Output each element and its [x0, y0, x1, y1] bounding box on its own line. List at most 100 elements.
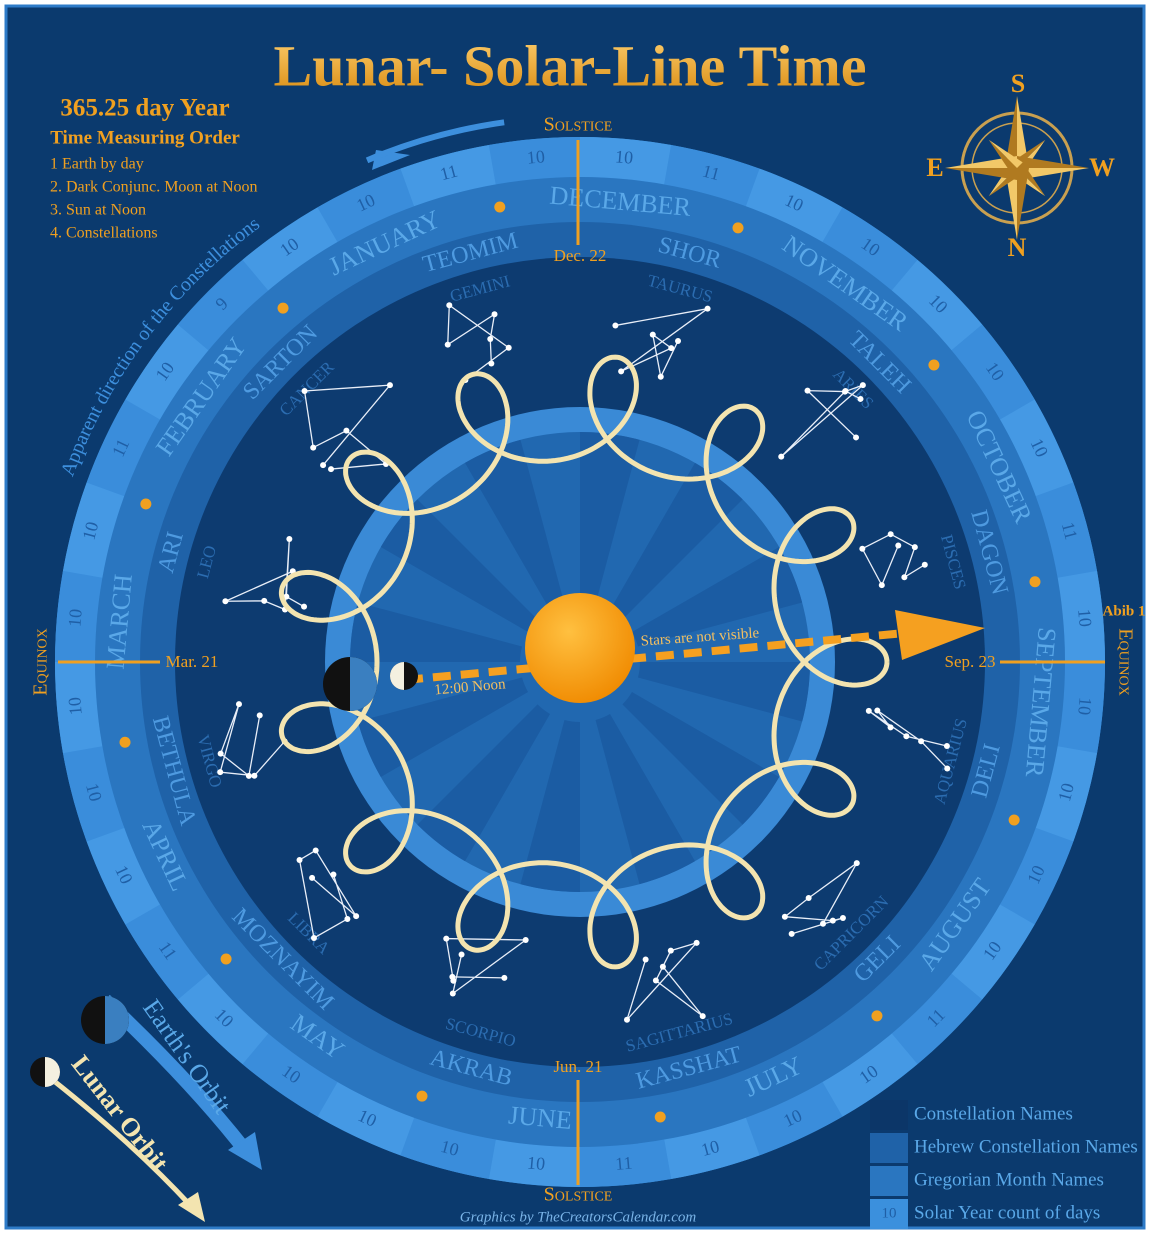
- equinox-label: Equinox: [30, 628, 52, 695]
- star: [789, 931, 795, 937]
- month-dot: [1009, 815, 1020, 826]
- star: [643, 957, 649, 963]
- legend-label: Hebrew Constellation Names: [914, 1136, 1138, 1157]
- star: [506, 345, 512, 351]
- star: [700, 1013, 706, 1019]
- order-item: 4. Constellations: [50, 225, 158, 242]
- title: Lunar- Solar-Line Time: [274, 33, 867, 98]
- star: [853, 434, 859, 440]
- month-dot: [221, 953, 232, 964]
- star: [866, 708, 872, 714]
- compass-letter: S: [1011, 69, 1025, 98]
- compass-letter: N: [1008, 233, 1027, 262]
- star: [694, 940, 700, 946]
- star: [612, 322, 618, 328]
- star: [311, 935, 317, 941]
- month-dot: [278, 303, 289, 314]
- star: [487, 336, 493, 342]
- star: [246, 773, 252, 779]
- date-label: Jun. 21: [553, 1057, 602, 1076]
- date-label: Abib 1: [1103, 603, 1146, 619]
- star: [217, 769, 223, 775]
- solstice-label: Solstice: [544, 1184, 613, 1206]
- month-dot: [928, 360, 939, 371]
- star: [523, 937, 529, 943]
- star: [261, 598, 267, 604]
- star: [344, 916, 350, 922]
- star: [387, 382, 393, 388]
- star: [650, 332, 656, 338]
- year-heading: 365.25 day Year: [60, 95, 229, 122]
- star: [222, 598, 228, 604]
- star: [218, 751, 224, 757]
- day-count: 10: [526, 1152, 546, 1173]
- star: [918, 738, 924, 744]
- star: [257, 712, 263, 718]
- day-count: 10: [1074, 696, 1095, 716]
- star: [901, 574, 907, 580]
- day-count: 10: [1074, 608, 1095, 628]
- legend-label: Constellation Names: [914, 1103, 1073, 1124]
- month-dot: [120, 737, 131, 748]
- star: [668, 345, 674, 351]
- star: [660, 964, 666, 970]
- sun: [525, 593, 635, 703]
- star: [297, 857, 303, 863]
- star: [806, 895, 812, 901]
- legend-label: Solar Year count of days: [914, 1202, 1100, 1223]
- star: [445, 342, 451, 348]
- star: [624, 1017, 630, 1023]
- star: [653, 978, 659, 984]
- star: [313, 847, 319, 853]
- day-count: 11: [614, 1152, 633, 1173]
- date-label: Sep. 23: [945, 652, 996, 671]
- star: [944, 765, 950, 771]
- date-label: Dec. 22: [554, 246, 607, 265]
- month-dot: [871, 1010, 882, 1021]
- legend-swatch: [870, 1133, 908, 1163]
- star: [492, 311, 498, 317]
- date-label: Mar. 21: [166, 652, 219, 671]
- credit: Graphics by TheCreatorsCalendar.com: [460, 1209, 697, 1225]
- star: [301, 604, 307, 610]
- day-count: 10: [526, 146, 546, 167]
- star: [857, 396, 863, 402]
- star: [459, 951, 465, 957]
- month-dot: [494, 202, 505, 213]
- legend-sample: 10: [882, 1205, 897, 1221]
- star: [658, 374, 664, 380]
- star: [922, 562, 928, 568]
- star: [309, 875, 315, 881]
- star: [343, 428, 349, 434]
- year-subheading: Time Measuring Order: [50, 127, 240, 148]
- star: [842, 389, 848, 395]
- month-name: JUNE: [507, 1101, 573, 1135]
- star: [353, 913, 359, 919]
- order-item: 1 Earth by day: [50, 156, 144, 173]
- day-count: 10: [64, 696, 85, 716]
- star: [675, 338, 681, 344]
- star: [903, 733, 909, 739]
- month-dot: [733, 222, 744, 233]
- star: [320, 462, 326, 468]
- star: [888, 724, 894, 730]
- star: [840, 915, 846, 921]
- compass-letter: E: [926, 153, 943, 182]
- star: [912, 544, 918, 550]
- star: [443, 936, 449, 942]
- order-item: 3. Sun at Noon: [50, 202, 146, 219]
- month-dot: [140, 498, 151, 509]
- star: [328, 466, 334, 472]
- day-count: 10: [64, 608, 85, 628]
- star: [449, 974, 455, 980]
- star: [705, 306, 711, 312]
- legend-swatch: [870, 1166, 908, 1196]
- star: [820, 921, 826, 927]
- star: [805, 388, 811, 394]
- star: [895, 542, 901, 548]
- star: [501, 975, 507, 981]
- month-dot: [416, 1091, 427, 1102]
- star: [236, 701, 242, 707]
- star: [286, 536, 292, 542]
- solstice-label: Solstice: [544, 114, 613, 136]
